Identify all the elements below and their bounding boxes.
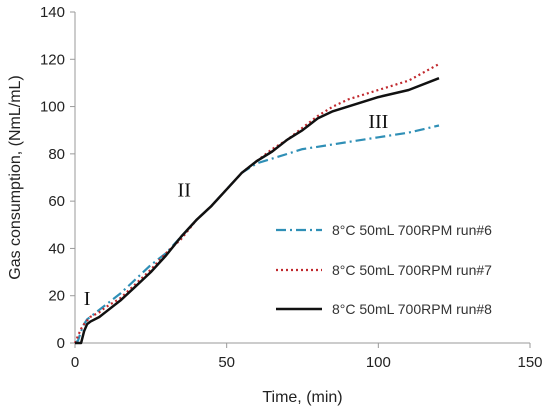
y-axis-title: Gas consumption, (NmL/mL) (7, 75, 24, 280)
x-tick-label: 100 (366, 354, 391, 371)
region-label-3: III (368, 111, 388, 133)
y-tick-label: 100 (40, 99, 65, 116)
y-tick-label: 80 (48, 146, 65, 163)
region-label-2: II (178, 179, 191, 201)
axes (70, 11, 531, 348)
y-tick-label: 40 (48, 240, 65, 257)
legend-entry-1: 8°C 50mL 700RPM run#6 (332, 222, 492, 238)
series-line-3 (75, 77, 440, 345)
y-tick-label: 0 (57, 335, 65, 352)
x-axis-title: Time, (min) (262, 389, 342, 406)
series-lines (73, 63, 440, 345)
y-tick-label: 140 (40, 4, 65, 21)
y-tick-label: 20 (48, 288, 65, 305)
legend: 8°C 50mL 700RPM run#6 8°C 50mL 700RPM run… (276, 222, 492, 317)
y-tick-label: 120 (40, 51, 65, 68)
legend-entry-3: 8°C 50mL 700RPM run#8 (332, 301, 492, 317)
region-label-1: I (84, 288, 91, 310)
x-tick-label: 0 (71, 354, 79, 371)
y-tick-label: 60 (48, 193, 65, 210)
x-tick-label: 50 (218, 354, 235, 371)
legend-entry-2: 8°C 50mL 700RPM run#7 (332, 262, 492, 278)
tick-labels: 0 50 100 150 0 20 40 60 80 100 120 140 (40, 4, 543, 371)
x-tick-label: 150 (517, 354, 542, 371)
